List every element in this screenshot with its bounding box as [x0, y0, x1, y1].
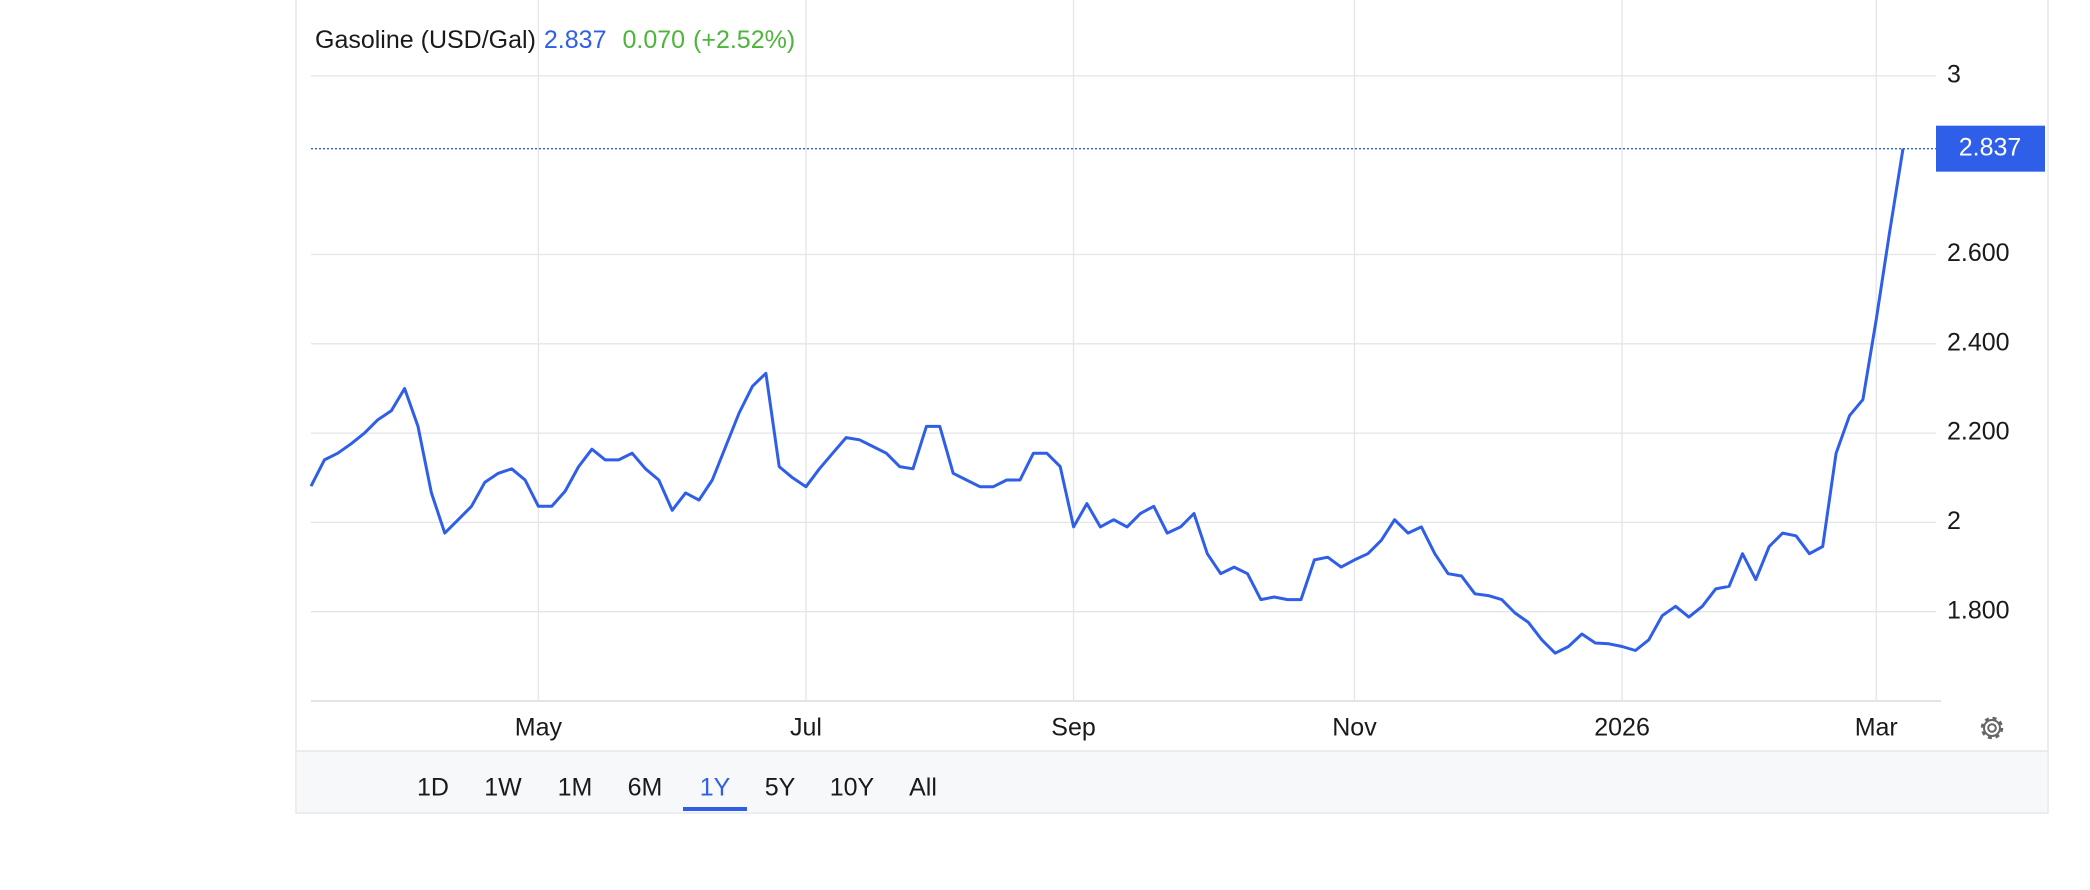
price-change-percent: (+2.52%) — [693, 26, 795, 54]
x-tick-label: Sep — [1051, 714, 1095, 742]
chart-header: Gasoline (USD/Gal) 2.837 0.070 (+2.52%) — [315, 26, 795, 54]
last-price: 2.837 — [544, 26, 607, 54]
widget-frame — [295, 0, 2049, 814]
price-line — [309, 148, 1905, 655]
range-tab[interactable]: All — [909, 774, 937, 802]
y-tick-label: 2.600 — [1947, 239, 2010, 267]
x-tick-label: Nov — [1332, 714, 1377, 742]
chart-title: Gasoline (USD/Gal) — [315, 26, 536, 54]
range-tab[interactable]: 10Y — [830, 774, 875, 802]
range-tab[interactable]: 1D — [417, 774, 449, 802]
y-tick-label: 2 — [1947, 507, 1961, 535]
active-tab-underline — [683, 807, 747, 811]
y-tick-label: 2.400 — [1947, 328, 2010, 356]
y-tick-label: 1.800 — [1947, 596, 2010, 624]
y-tick-label: 3 — [1947, 61, 1961, 89]
x-tick-label: May — [515, 714, 563, 742]
grid — [311, 0, 1936, 701]
x-tick-label: 2026 — [1594, 714, 1650, 742]
y-tick-label: 2.200 — [1947, 418, 2010, 446]
settings-icon[interactable] — [1980, 716, 2004, 740]
last-price-tag-label: 2.837 — [1959, 133, 2022, 161]
range-tab[interactable]: 1Y — [700, 774, 731, 802]
x-tick-label: Jul — [790, 714, 822, 742]
range-tab[interactable]: 1M — [558, 774, 593, 802]
last-price-tag — [1936, 125, 2045, 172]
price-change: 0.070 — [622, 26, 685, 54]
range-tab[interactable]: 5Y — [765, 774, 796, 802]
range-tab[interactable]: 1W — [484, 774, 522, 802]
range-bar — [296, 751, 2048, 813]
range-tab[interactable]: 6M — [628, 774, 663, 802]
x-tick-label: Mar — [1855, 714, 1898, 742]
